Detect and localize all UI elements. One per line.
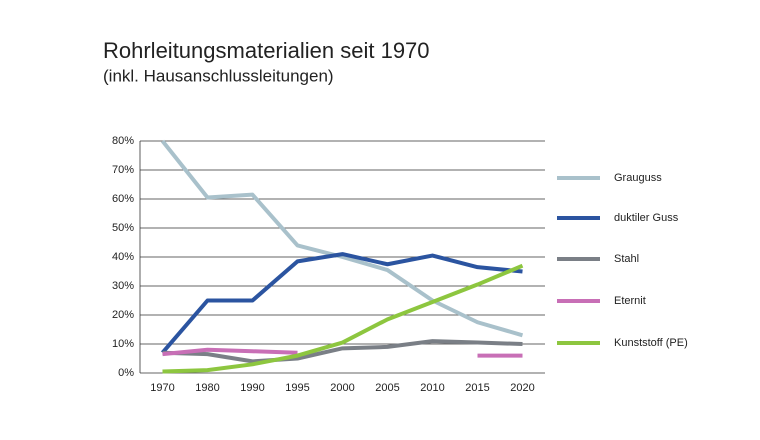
x-tick-label: 1980 bbox=[195, 382, 219, 394]
legend-label: Kunststoff (PE) bbox=[614, 337, 688, 349]
x-tick-label: 2005 bbox=[375, 382, 399, 394]
legend-label: Stahl bbox=[614, 253, 639, 265]
y-tick-label: 10% bbox=[112, 338, 134, 350]
legend-label: Eternit bbox=[614, 295, 646, 307]
line-series bbox=[160, 252, 523, 355]
y-tick-label: 40% bbox=[112, 251, 134, 263]
y-tick-label: 20% bbox=[112, 309, 134, 321]
line-series bbox=[162, 339, 523, 364]
x-tick-label: 2010 bbox=[420, 382, 444, 394]
y-tick-label: 0% bbox=[118, 367, 134, 379]
x-tick-label: 1970 bbox=[150, 382, 174, 394]
y-tick-label: 30% bbox=[112, 280, 134, 292]
y-tick-label: 50% bbox=[112, 222, 134, 234]
x-tick-label: 1990 bbox=[240, 382, 264, 394]
line-series bbox=[162, 347, 523, 358]
y-tick-label: 80% bbox=[112, 135, 134, 147]
line-series bbox=[160, 139, 524, 338]
chart-subtitle: (inkl. Hausanschlussleitungen) bbox=[103, 66, 334, 85]
legend-label: duktiler Guss bbox=[614, 212, 679, 224]
y-tick-label: 70% bbox=[112, 164, 134, 176]
x-tick-label: 2015 bbox=[465, 382, 489, 394]
x-tick-label: 2020 bbox=[510, 382, 534, 394]
y-tick-label: 60% bbox=[112, 193, 134, 205]
chart-title: Rohrleitungsmaterialien seit 1970 bbox=[103, 38, 430, 63]
legend-label: Grauguss bbox=[614, 172, 662, 184]
x-tick-label: 1995 bbox=[285, 382, 309, 394]
line-series bbox=[162, 263, 524, 374]
x-tick-label: 2000 bbox=[330, 382, 354, 394]
